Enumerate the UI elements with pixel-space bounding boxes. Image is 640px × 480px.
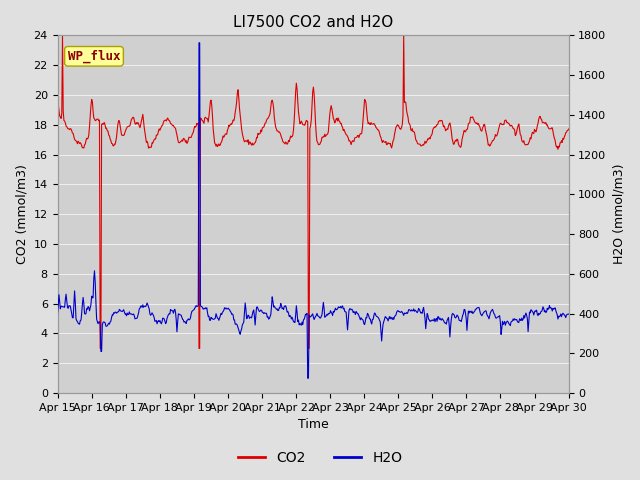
Y-axis label: CO2 (mmol/m3): CO2 (mmol/m3): [15, 164, 28, 264]
X-axis label: Time: Time: [298, 419, 328, 432]
Title: LI7500 CO2 and H2O: LI7500 CO2 and H2O: [233, 15, 393, 30]
Legend: CO2, H2O: CO2, H2O: [232, 445, 408, 471]
Y-axis label: H2O (mmol/m3): H2O (mmol/m3): [612, 164, 625, 264]
Text: WP_flux: WP_flux: [68, 49, 120, 63]
